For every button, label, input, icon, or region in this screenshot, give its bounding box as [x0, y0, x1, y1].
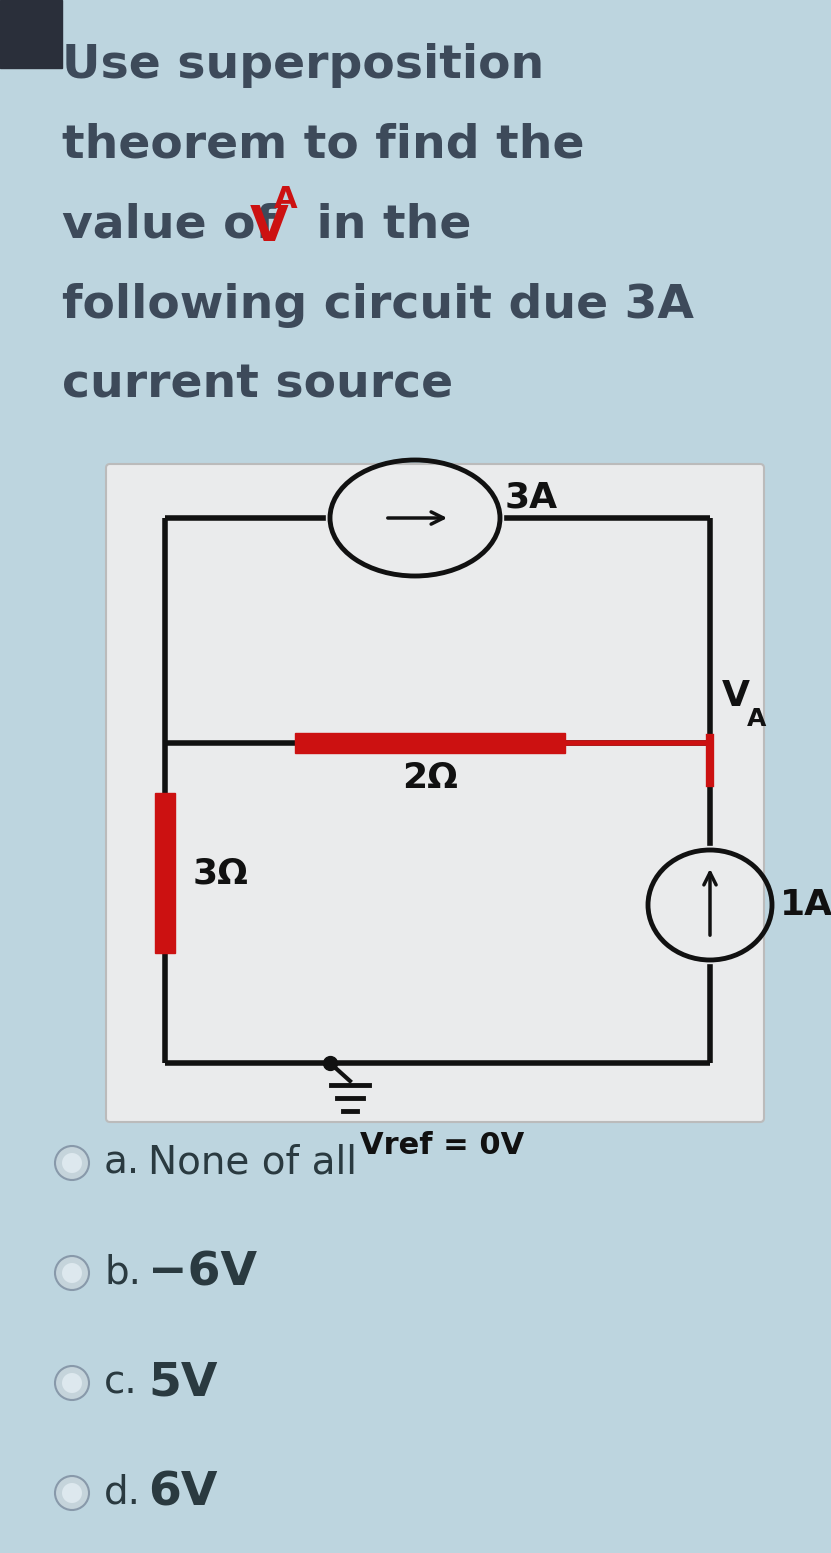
Text: V: V: [250, 203, 288, 252]
Circle shape: [55, 1146, 89, 1180]
Text: V: V: [722, 679, 750, 713]
Circle shape: [55, 1475, 89, 1510]
Text: 3Ω: 3Ω: [193, 856, 248, 890]
Circle shape: [62, 1373, 82, 1393]
Text: value of: value of: [62, 203, 293, 248]
Circle shape: [55, 1367, 89, 1399]
Text: c.: c.: [104, 1364, 138, 1402]
Text: A: A: [274, 185, 297, 214]
Circle shape: [62, 1152, 82, 1173]
Text: b.: b.: [104, 1253, 141, 1292]
Bar: [0, 0, 62, 68]
Circle shape: [62, 1483, 82, 1503]
Text: d.: d.: [104, 1474, 141, 1513]
Text: 3A: 3A: [505, 481, 558, 516]
Text: following circuit due 3A: following circuit due 3A: [62, 283, 694, 328]
FancyBboxPatch shape: [106, 464, 764, 1121]
Text: current source: current source: [62, 363, 453, 408]
Text: a.: a.: [104, 1145, 140, 1182]
Text: Vref = 0V: Vref = 0V: [360, 1131, 524, 1160]
Text: in the: in the: [300, 203, 471, 248]
Text: 6V: 6V: [148, 1471, 218, 1516]
Circle shape: [62, 1263, 82, 1283]
Text: 5V: 5V: [148, 1360, 218, 1405]
Text: −6V: −6V: [148, 1250, 257, 1295]
Text: None of all: None of all: [148, 1145, 357, 1182]
Bar: [155, 794, 175, 954]
Text: 1A: 1A: [780, 888, 831, 922]
Text: A: A: [747, 707, 766, 731]
Circle shape: [55, 1256, 89, 1291]
Text: 2Ω: 2Ω: [402, 761, 458, 795]
Text: Use superposition: Use superposition: [62, 43, 544, 89]
Text: theorem to find the: theorem to find the: [62, 123, 584, 168]
Bar: [295, 733, 565, 753]
